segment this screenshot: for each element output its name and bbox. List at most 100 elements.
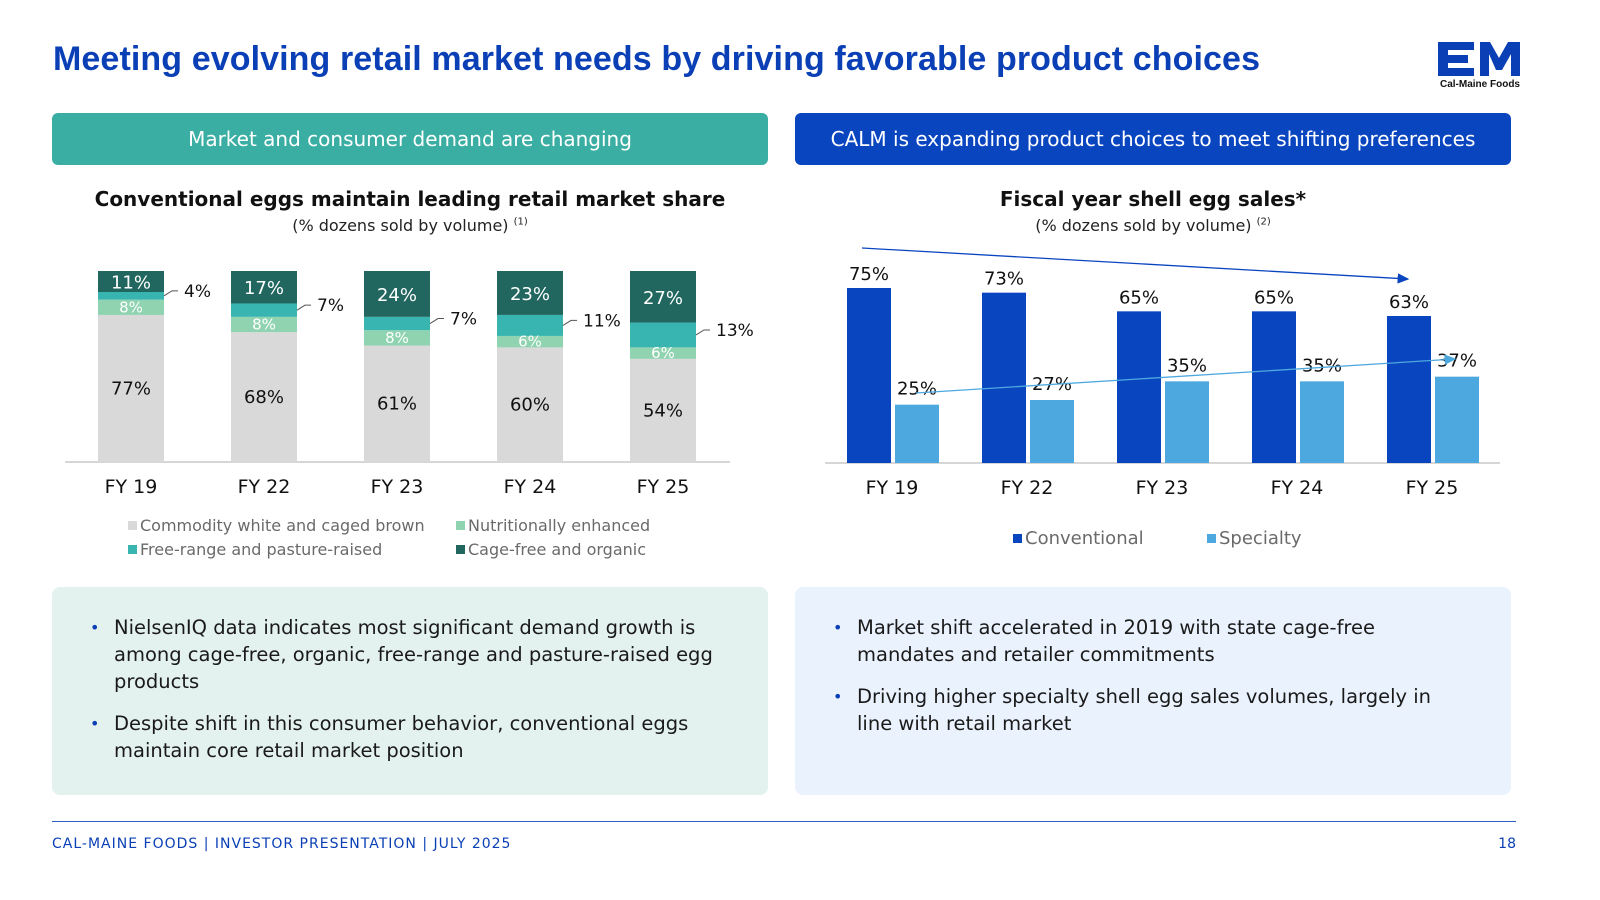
x-tick-label: FY 24 <box>1271 477 1324 499</box>
data-label: 54% <box>643 400 683 421</box>
data-label: 75% <box>849 264 889 285</box>
legend-swatch <box>128 521 137 530</box>
legend-specialty: Specialty <box>1207 528 1302 549</box>
right-bullets: Market shift accelerated in 2019 with st… <box>833 614 1471 752</box>
bar-segment <box>630 358 696 462</box>
bar-segment <box>364 345 430 462</box>
left-bullets: NielsenIQ data indicates most significan… <box>90 614 728 779</box>
data-label: 7% <box>317 296 344 316</box>
x-tick-label: FY 22 <box>1001 477 1054 499</box>
right-notes-box: Market shift accelerated in 2019 with st… <box>795 587 1511 795</box>
data-label: 25% <box>897 379 937 400</box>
data-label: 73% <box>984 269 1024 290</box>
bar-segment <box>98 299 164 315</box>
x-tick-label: FY 24 <box>504 476 557 498</box>
specialty-bar <box>1165 381 1209 463</box>
specialty-bar <box>1300 381 1344 463</box>
legend-free-range: Free-range and pasture-raised <box>128 540 382 559</box>
right-chart-subtitle: (% dozens sold by volume) (2) <box>1035 216 1271 235</box>
leader-line <box>163 290 178 297</box>
x-tick-label: FY 19 <box>105 476 158 498</box>
specialty-bar <box>1435 376 1479 463</box>
data-label: 27% <box>643 288 683 309</box>
bar-segment <box>497 335 563 348</box>
left-bullet-2: Despite shift in this consumer behavior,… <box>90 710 728 764</box>
data-label: 65% <box>1254 287 1294 308</box>
x-tick-label: FY 23 <box>1136 477 1189 499</box>
footer-text: CAL-MAINE FOODS | INVESTOR PRESENTATION … <box>52 836 512 852</box>
data-label: 37% <box>1437 351 1477 372</box>
left-chart-subtitle: (% dozens sold by volume) (1) <box>292 216 528 235</box>
x-tick-label: FY 19 <box>866 477 919 499</box>
conventional-bar <box>1387 316 1431 463</box>
data-label: 11% <box>111 273 151 294</box>
page-title: Meeting evolving retail market needs by … <box>53 40 1261 78</box>
x-tick-label: FY 22 <box>238 476 291 498</box>
legend-cage-free: Cage-free and organic <box>456 540 646 559</box>
x-tick-label: FY 25 <box>637 476 690 498</box>
data-label: 65% <box>1119 287 1159 308</box>
bar-segment <box>364 316 430 331</box>
bar-segment <box>630 347 696 359</box>
bar-segment <box>630 271 696 323</box>
company-logo-name: Cal-Maine Foods <box>1439 79 1520 90</box>
leader-line <box>562 319 577 326</box>
data-label: 24% <box>377 285 417 306</box>
leader-line <box>296 304 311 311</box>
legend-swatch <box>128 545 137 554</box>
legend-swatch <box>456 545 465 554</box>
data-label: 8% <box>385 329 409 347</box>
left-notes-box: NielsenIQ data indicates most significan… <box>52 587 768 795</box>
data-label: 35% <box>1167 355 1207 376</box>
right-banner: CALM is expanding product choices to mee… <box>795 113 1511 165</box>
legend-swatch <box>1207 534 1216 543</box>
data-label: 13% <box>716 321 754 341</box>
leader-line <box>429 318 444 324</box>
x-tick-label: FY 23 <box>371 476 424 498</box>
right-chart-title: Fiscal year shell egg sales* <box>999 187 1307 211</box>
conventional-bar <box>847 288 891 463</box>
specialty-bar <box>895 404 939 463</box>
data-label: 17% <box>244 278 284 299</box>
data-label: 4% <box>184 282 211 302</box>
data-label: 60% <box>510 395 550 416</box>
right-chart-footnote: (2) <box>1256 216 1271 228</box>
left-bullet-1: NielsenIQ data indicates most significan… <box>90 614 728 695</box>
conventional-bar <box>982 292 1026 463</box>
legend-swatch <box>456 521 465 530</box>
bar-segment <box>497 347 563 462</box>
data-label: 11% <box>583 311 621 331</box>
data-label: 8% <box>119 298 143 316</box>
bar-segment <box>231 271 297 304</box>
data-label: 6% <box>518 333 542 351</box>
data-label: 63% <box>1389 292 1429 313</box>
specialty-bar <box>1030 400 1074 463</box>
conventional-bar <box>1252 311 1296 463</box>
bar-segment <box>231 316 297 333</box>
bar-segment <box>364 271 430 317</box>
x-tick-label: FY 25 <box>1406 477 1459 499</box>
data-label: 23% <box>510 284 550 305</box>
page-number: 18 <box>1498 836 1516 852</box>
bar-segment <box>98 292 164 300</box>
bar-segment <box>231 303 297 317</box>
conventional-trend-arrow <box>861 247 1410 284</box>
left-chart-footnote: (1) <box>513 216 528 228</box>
data-label: 77% <box>111 378 151 399</box>
left-banner: Market and consumer demand are changing <box>52 113 768 165</box>
company-logo-icon: CM <box>1438 42 1520 76</box>
data-label: 6% <box>651 344 675 362</box>
bar-segment <box>497 314 563 336</box>
legend-conventional: Conventional <box>1013 528 1144 549</box>
data-label: 7% <box>450 310 477 330</box>
legend-commodity: Commodity white and caged brown <box>128 516 425 535</box>
data-label: 35% <box>1302 355 1342 376</box>
bar-segment <box>630 322 696 348</box>
data-label: 8% <box>252 315 276 333</box>
leader-line <box>695 329 710 336</box>
bar-segment <box>497 271 563 315</box>
bar-segment <box>98 271 164 293</box>
legend-nutritional: Nutritionally enhanced <box>456 516 650 535</box>
